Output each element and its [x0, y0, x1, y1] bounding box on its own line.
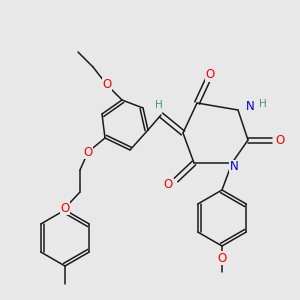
Text: O: O: [206, 68, 214, 82]
Text: O: O: [83, 146, 93, 158]
Text: O: O: [60, 202, 70, 214]
Text: O: O: [275, 134, 285, 146]
Text: O: O: [218, 251, 226, 265]
Text: H: H: [155, 100, 163, 110]
Text: N: N: [246, 100, 255, 113]
Text: N: N: [230, 160, 238, 173]
Text: O: O: [102, 79, 112, 92]
Text: O: O: [164, 178, 172, 191]
Text: H: H: [259, 99, 267, 109]
